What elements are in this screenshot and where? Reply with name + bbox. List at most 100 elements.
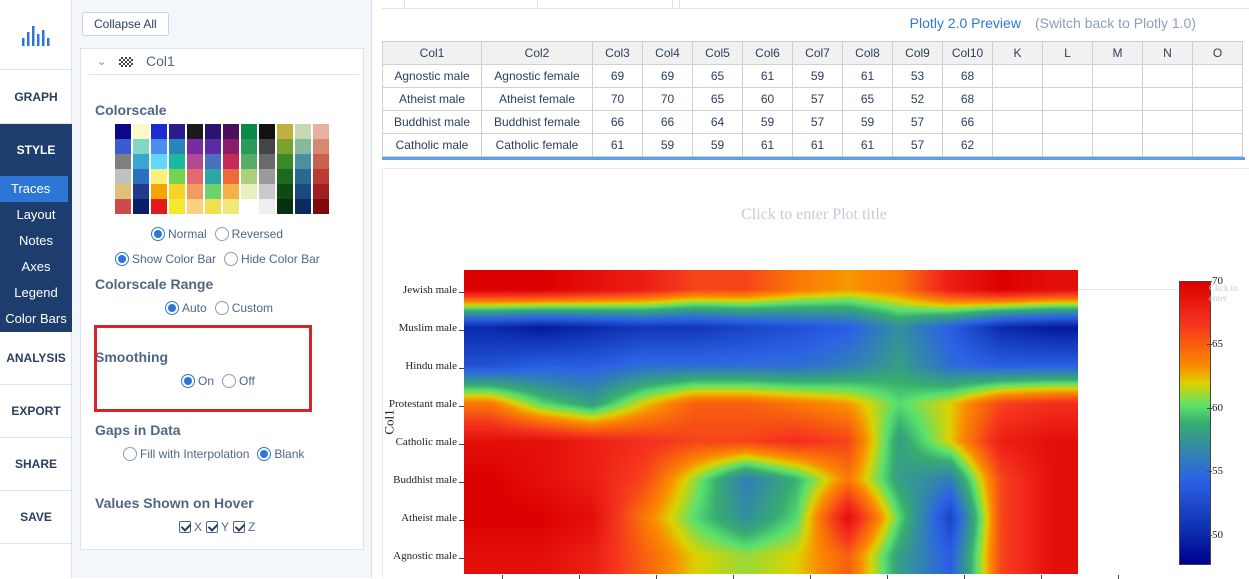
grid-cell[interactable]: 61: [592, 133, 643, 157]
hover-x-checkbox[interactable]: [179, 521, 191, 533]
nav-export[interactable]: EXPORT: [0, 385, 72, 438]
heatmap-canvas[interactable]: [464, 270, 1078, 574]
grid-cell[interactable]: 59: [642, 133, 693, 157]
colorscale-swatch[interactable]: [241, 124, 257, 214]
gaps-blank-radio[interactable]: [257, 447, 272, 461]
grid-cell[interactable]: [1042, 110, 1093, 134]
grid-cell[interactable]: Atheist female: [481, 87, 593, 111]
grid-tab[interactable]: [404, 0, 538, 9]
show-colorbar-option[interactable]: Show Color Bar: [115, 252, 216, 266]
hover-x-option[interactable]: X: [179, 520, 202, 534]
grid-cell[interactable]: 61: [842, 133, 893, 157]
nav-style-color-bars[interactable]: Color Bars: [5, 311, 67, 326]
gaps-interp-radio[interactable]: [123, 447, 137, 461]
colorscale-swatch[interactable]: [205, 124, 221, 214]
grid-cell[interactable]: Agnostic female: [481, 64, 593, 88]
trace-fold-header[interactable]: ⌄ Col1: [89, 49, 359, 75]
grid-cell[interactable]: 66: [942, 110, 993, 134]
reversed-radio[interactable]: [214, 227, 229, 241]
nav-graph[interactable]: GRAPH: [0, 70, 72, 124]
y-axis-title[interactable]: Col1: [381, 409, 397, 435]
grid-cell[interactable]: 60: [742, 87, 793, 111]
range-auto-option[interactable]: Auto: [165, 301, 207, 315]
grid-column-header[interactable]: N: [1142, 41, 1193, 65]
grid-cell[interactable]: Catholic female: [481, 133, 593, 157]
grid-cell[interactable]: 68: [942, 87, 993, 111]
grid-cell[interactable]: 66: [592, 110, 643, 134]
grid-cell[interactable]: [1142, 64, 1193, 88]
grid-cell[interactable]: [1192, 133, 1243, 157]
smoothing-off-radio[interactable]: [222, 374, 237, 388]
grid-cell[interactable]: [992, 64, 1043, 88]
nav-style-layout[interactable]: Layout: [16, 207, 56, 222]
grid-cell[interactable]: 61: [792, 133, 843, 157]
colorscale-swatch[interactable]: [187, 124, 203, 214]
hover-y-checkbox[interactable]: [206, 521, 219, 533]
switch-back-link[interactable]: (Switch back to Plotly 1.0): [1034, 15, 1196, 31]
grid-column-header[interactable]: Col5: [692, 41, 743, 65]
grid-column-header[interactable]: Col9: [892, 41, 943, 65]
grid-cell[interactable]: Buddhist female: [481, 110, 593, 134]
grid-cell[interactable]: 59: [792, 64, 843, 88]
nav-style-traces[interactable]: Traces: [0, 176, 68, 202]
collapse-all-button[interactable]: Collapse All: [82, 12, 169, 36]
chevron-down-icon[interactable]: ⌄: [97, 56, 107, 68]
grid-cell[interactable]: [1192, 64, 1243, 88]
range-auto-radio[interactable]: [165, 301, 179, 315]
normal-radio[interactable]: [151, 227, 165, 241]
grid-cell[interactable]: 59: [842, 110, 893, 134]
grid-cell[interactable]: 69: [642, 64, 693, 88]
grid-cell[interactable]: 52: [892, 87, 943, 111]
grid-cell[interactable]: Buddhist male: [382, 110, 482, 134]
normal-option[interactable]: Normal: [151, 227, 207, 241]
grid-column-header[interactable]: L: [1042, 41, 1093, 65]
smoothing-on-option[interactable]: On: [181, 374, 214, 388]
grid-cell[interactable]: 64: [692, 110, 743, 134]
nav-style[interactable]: STYLE: [16, 143, 56, 157]
colorscale-swatch[interactable]: [151, 124, 167, 214]
grid-cell[interactable]: 65: [842, 87, 893, 111]
grid-cell[interactable]: 62: [942, 133, 993, 157]
plotly-logo[interactable]: [0, 0, 72, 70]
colorscale-swatch[interactable]: [295, 124, 311, 214]
hover-z-checkbox[interactable]: [233, 521, 246, 533]
grid-cell[interactable]: [1142, 87, 1193, 111]
smoothing-on-radio[interactable]: [181, 374, 195, 388]
grid-cell[interactable]: [1192, 110, 1243, 134]
grid-cell[interactable]: [1042, 64, 1093, 88]
nav-analysis[interactable]: ANALYSIS: [0, 332, 72, 385]
grid-cell[interactable]: 57: [792, 110, 843, 134]
nav-style-notes[interactable]: Notes: [19, 233, 53, 248]
grid-column-header[interactable]: Col2: [481, 41, 593, 65]
hide-colorbar-radio[interactable]: [224, 252, 239, 266]
grid-cell[interactable]: [1092, 110, 1143, 134]
grid-cell[interactable]: Atheist male: [382, 87, 482, 111]
grid-cell[interactable]: 61: [742, 133, 793, 157]
nav-style-legend[interactable]: Legend: [14, 285, 58, 300]
grid-column-header[interactable]: Col8: [842, 41, 893, 65]
nav-share[interactable]: SHARE: [0, 438, 72, 491]
grid-cell[interactable]: 59: [692, 133, 743, 157]
nav-save[interactable]: SAVE: [0, 491, 72, 544]
hide-colorbar-option[interactable]: Hide Color Bar: [224, 252, 320, 266]
colorscale-swatch[interactable]: [223, 124, 239, 214]
hover-z-option[interactable]: Z: [233, 520, 255, 534]
hover-y-option[interactable]: Y: [206, 520, 229, 534]
grid-cell[interactable]: 53: [892, 64, 943, 88]
colorscale-swatch[interactable]: [259, 124, 275, 214]
range-custom-radio[interactable]: [214, 301, 229, 315]
gaps-interp-option[interactable]: Fill with Interpolation: [123, 447, 249, 461]
grid-column-header[interactable]: Col10: [942, 41, 993, 65]
colorscale-swatch[interactable]: [133, 124, 149, 214]
grid-cell[interactable]: 57: [892, 110, 943, 134]
grid-cell[interactable]: 70: [642, 87, 693, 111]
grid-cell[interactable]: [1142, 110, 1193, 134]
grid-cell[interactable]: 69: [592, 64, 643, 88]
grid-cell[interactable]: 57: [792, 87, 843, 111]
grid-column-header[interactable]: O: [1192, 41, 1243, 65]
grid-tab[interactable]: [672, 0, 680, 9]
grid-cell[interactable]: 70: [592, 87, 643, 111]
grid-column-header[interactable]: Col7: [792, 41, 843, 65]
reversed-option[interactable]: Reversed: [214, 227, 283, 241]
grid-column-header[interactable]: Col6: [742, 41, 793, 65]
